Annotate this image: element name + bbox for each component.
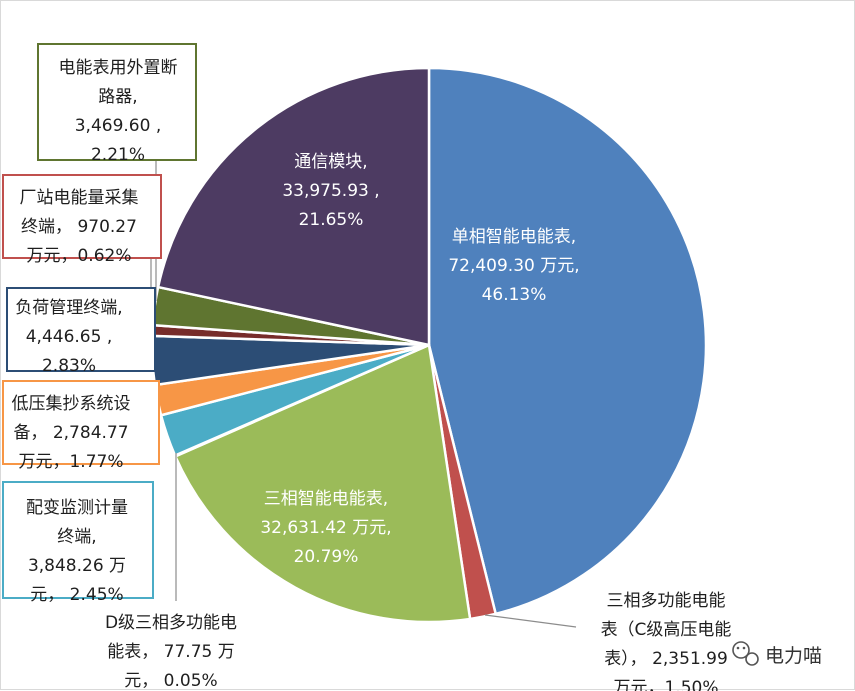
data-label-line: 终端, (57, 527, 96, 547)
data-label-line: 32,631.42 万元, (260, 518, 391, 538)
data-label-line: 万元，0.62% (26, 246, 131, 266)
data-label-line: 20.79% (294, 547, 359, 567)
data-label-6: 低压集抄系统设备， 2,784.77 万元，1.77% (12, 394, 131, 472)
wechat-icon (732, 641, 759, 666)
data-label-line: 单相智能电能表, (452, 227, 576, 247)
watermark: 电力喵 (732, 641, 822, 667)
data-label-line: 33,975.93 , (282, 181, 379, 201)
data-labels: 单相智能电能表, 72,409.30 万元, 46.13% 三相多功能电能表（C级高压… (12, 58, 732, 691)
label-box-8 (2, 174, 162, 259)
data-label-line: 负荷管理终端, (15, 298, 122, 318)
data-label-line: 厂站电能量采集 (20, 188, 139, 208)
pie-slice-1 (427, 66, 708, 616)
pie-slices (150, 66, 708, 624)
data-label-line: 万元，1.50% (613, 678, 718, 691)
data-label-3: 三相智能电能表, 32,631.42 万元, 20.79% (260, 489, 391, 567)
data-label-9: 电能表用外置断路器, 3,469.60 , 2.21% (59, 58, 178, 165)
data-label-7: 负荷管理终端, 4,446.65 , 2.83% (15, 298, 122, 376)
label-box-9 (37, 43, 197, 161)
label-box-6 (2, 380, 160, 465)
data-label-line: 21.65% (299, 210, 364, 230)
data-label-line: 2.21% (91, 145, 145, 165)
pie-slice-3 (174, 343, 472, 624)
data-label-line: 3,848.26 万 (28, 556, 126, 576)
data-label-line: 46.13% (482, 285, 547, 305)
data-label-line: 备， 2,784.77 (13, 423, 128, 443)
watermark-text: 电力喵 (765, 645, 822, 667)
data-label-line: 终端， 970.27 (21, 217, 137, 237)
data-label-1: 单相智能电能表, 72,409.30 万元, 46.13% (448, 227, 579, 305)
data-label-5: 配变监测计量终端, 3,848.26 万元， 2.45% (26, 498, 128, 605)
data-label-line: 元， 2.45% (30, 585, 123, 605)
data-label-line: 通信模块, (294, 152, 367, 172)
data-label-4: D级三相多功能电能表， 77.75 万元， 0.05% (105, 613, 237, 691)
data-label-line: D级三相多功能电 (105, 613, 237, 633)
data-label-line: 配变监测计量 (26, 498, 128, 518)
data-label-line: 元， 0.05% (124, 671, 217, 691)
data-label-line: 三相多功能电能 (607, 591, 726, 611)
data-label-line: 能表， 77.75 万 (107, 642, 234, 662)
data-label-10: 通信模块, 33,975.93 , 21.65% (282, 152, 379, 230)
data-label-line: 三相智能电能表, (264, 489, 388, 509)
leader-line-2 (484, 614, 577, 628)
data-label-line: 72,409.30 万元, (448, 256, 579, 276)
pie-slice-10 (156, 66, 431, 347)
label-box-7 (6, 287, 156, 372)
data-label-line: 低压集抄系统设 (12, 394, 131, 414)
data-label-line: 电能表用外置断 (59, 58, 178, 78)
label-box-5 (2, 481, 154, 599)
data-label-line: 万元，1.77% (18, 452, 123, 472)
data-label-2: 三相多功能电能表（C级高压电能表）， 2,351.99 万元，1.50% (601, 591, 732, 691)
data-label-8: 厂站电能量采集终端， 970.27 万元，0.62% (20, 188, 139, 266)
data-label-line: 表）， 2,351.99 (604, 649, 728, 669)
data-label-line: 3,469.60 , (75, 116, 162, 136)
data-label-line: 路器, (98, 87, 137, 107)
data-label-line: 表（C级高压电能 (601, 620, 732, 640)
label-boxes (2, 43, 197, 599)
data-label-line: 2.83% (42, 356, 96, 376)
data-label-line: 4,446.65 , (26, 327, 113, 347)
